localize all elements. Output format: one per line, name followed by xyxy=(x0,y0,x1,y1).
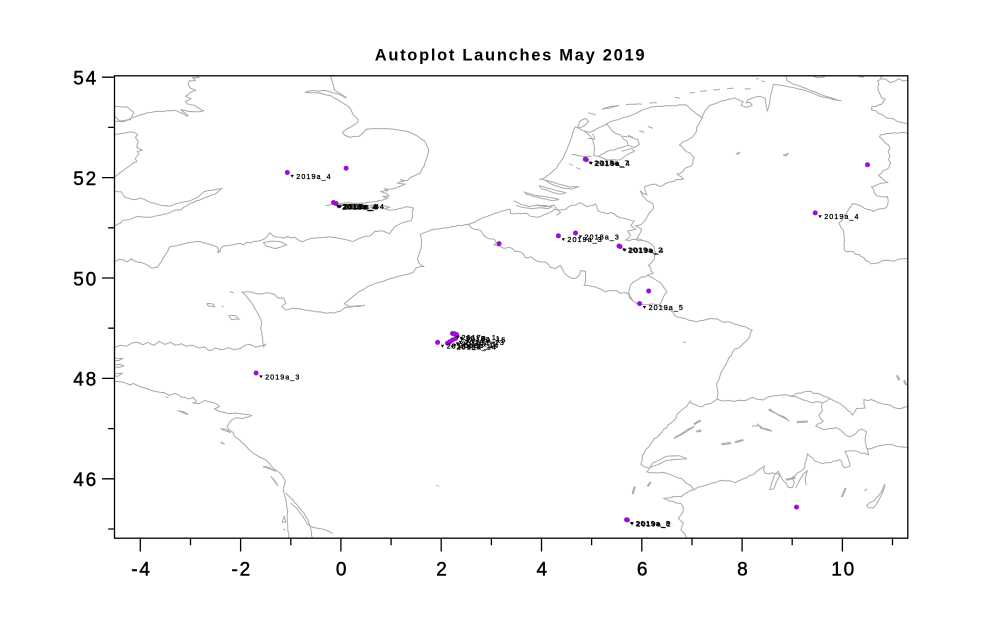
svg-text:2019a_4: 2019a_4 xyxy=(824,212,859,221)
svg-text:2019a_5: 2019a_5 xyxy=(649,303,684,312)
svg-text:2: 2 xyxy=(436,560,448,581)
svg-text:2019a_14: 2019a_14 xyxy=(457,343,497,352)
svg-text:0: 0 xyxy=(336,560,348,581)
svg-text:8: 8 xyxy=(737,560,749,581)
svg-text:2018a_3: 2018a_3 xyxy=(585,232,620,241)
svg-text:2019a_15: 2019a_15 xyxy=(466,335,506,344)
svg-text:2018a_4: 2018a_4 xyxy=(342,202,377,211)
svg-text:2017a_1: 2017a_1 xyxy=(462,333,497,342)
svg-text:2019a_3: 2019a_3 xyxy=(265,372,300,381)
svg-text:2018a_7: 2018a_7 xyxy=(594,159,629,168)
svg-text:2019a_4: 2019a_4 xyxy=(595,159,630,168)
svg-text:52: 52 xyxy=(73,169,98,190)
svg-text:2019a_1: 2019a_1 xyxy=(462,339,497,348)
svg-text:2018a_4: 2018a_4 xyxy=(343,203,378,212)
svg-text:2019a_4: 2019a_4 xyxy=(629,246,664,255)
svg-text:6: 6 xyxy=(637,560,649,581)
svg-text:2019a_3: 2019a_3 xyxy=(567,235,602,244)
svg-text:2019a_4: 2019a_4 xyxy=(296,172,331,181)
svg-text:46: 46 xyxy=(73,470,98,491)
svg-text:2018a_1: 2018a_1 xyxy=(447,342,482,351)
svg-text:-2: -2 xyxy=(232,560,253,581)
svg-text:54: 54 xyxy=(73,69,98,90)
svg-text:2019a_44: 2019a_44 xyxy=(345,202,385,211)
svg-text:2018a_14: 2018a_14 xyxy=(459,341,499,350)
svg-text:2019a_2: 2019a_2 xyxy=(628,245,663,254)
svg-text:48: 48 xyxy=(73,370,98,391)
svg-text:2018a_13: 2018a_13 xyxy=(465,338,505,347)
svg-text:2019a_4: 2019a_4 xyxy=(343,202,378,211)
svg-text:Autoplot Launches May 2019: Autoplot Launches May 2019 xyxy=(375,46,647,64)
svg-text:50: 50 xyxy=(73,269,98,290)
svg-text:2019a_2: 2019a_2 xyxy=(636,519,671,528)
svg-text:2019a_8: 2019a_8 xyxy=(636,519,671,528)
svg-text:10: 10 xyxy=(831,560,856,581)
svg-text:4: 4 xyxy=(537,560,549,581)
svg-text:-4: -4 xyxy=(131,560,152,581)
svg-text:2018a_1: 2018a_1 xyxy=(466,334,501,343)
